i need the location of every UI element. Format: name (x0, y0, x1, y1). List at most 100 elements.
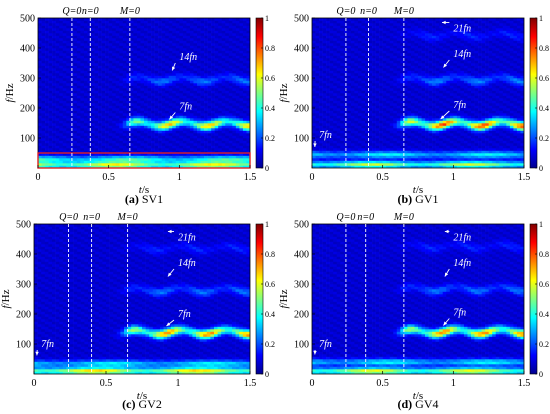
heatmap-cell (232, 105, 237, 109)
heatmap-cell (182, 158, 187, 161)
heatmap-cell (200, 143, 205, 146)
heatmap-cell (382, 88, 387, 91)
heatmap-cell (336, 153, 341, 156)
heatmap-cell (80, 88, 85, 91)
heatmap-cell (242, 60, 247, 64)
heatmap-cell (182, 123, 187, 126)
heatmap-cell (225, 150, 230, 154)
x-tick-label: 0 (36, 172, 41, 183)
heatmap-cell (336, 143, 341, 146)
heatmap-cell (41, 145, 46, 149)
heatmap-cell (221, 63, 226, 66)
heatmap-cell (112, 70, 117, 74)
heatmap-cell (52, 130, 56, 134)
heatmap-cell (55, 100, 60, 104)
heatmap-cell (62, 50, 67, 54)
heatmap-cell (101, 100, 106, 104)
heatmap-cell (175, 120, 180, 124)
heatmap-cell (179, 63, 184, 66)
heatmap-cell (175, 20, 180, 24)
heatmap-cell (368, 58, 373, 61)
heatmap-cell (372, 158, 376, 161)
heatmap-cell (161, 148, 166, 151)
heatmap-cell (52, 160, 56, 164)
heatmap-cell (347, 48, 352, 51)
heatmap-cell (189, 50, 194, 54)
heatmap-cell (112, 128, 117, 131)
heatmap-cell (45, 98, 49, 101)
heatmap-cell (126, 143, 131, 146)
heatmap-cell (133, 33, 138, 36)
heatmap-cell (200, 108, 205, 111)
heatmap-cell (326, 158, 330, 161)
heatmap-cell (158, 105, 162, 109)
heatmap-cell (333, 105, 338, 109)
heatmap-cell (62, 155, 67, 159)
heatmap-cell (168, 78, 173, 81)
heatmap-cell (122, 153, 127, 156)
heatmap-cell (140, 118, 145, 121)
heatmap-cell (379, 138, 383, 141)
heatmap-cell (197, 43, 201, 46)
heatmap-cell (87, 120, 92, 124)
heatmap-cell (87, 165, 92, 168)
heatmap-cell (115, 113, 120, 116)
heatmap-cell (175, 28, 180, 31)
heatmap-cell (179, 110, 184, 114)
heatmap-cell (315, 130, 320, 134)
heatmap-cell (319, 58, 323, 61)
heatmap-cell (361, 123, 366, 126)
heatmap-cell (322, 133, 327, 136)
heatmap-cell (368, 23, 373, 26)
heatmap-cell (372, 150, 376, 154)
heatmap-cell (179, 25, 184, 29)
heatmap-cell (221, 35, 226, 39)
heatmap-cell (62, 158, 67, 161)
heatmap-cell (115, 88, 120, 91)
heatmap-cell (48, 115, 53, 119)
heatmap-cell (91, 30, 95, 34)
heatmap-cell (38, 78, 42, 81)
heatmap-cell (158, 55, 162, 59)
heatmap-cell (112, 135, 117, 139)
heatmap-cell (73, 85, 78, 89)
heatmap-cell (144, 73, 148, 76)
heatmap-cell (326, 85, 330, 89)
heatmap-cell (76, 130, 81, 134)
heatmap-cell (204, 98, 208, 101)
heatmap-cell (312, 80, 316, 84)
heatmap-cell (386, 115, 391, 119)
heatmap-cell (175, 90, 180, 94)
heatmap-cell (165, 63, 170, 66)
heatmap-cell (80, 125, 85, 129)
heatmap-cell (73, 100, 78, 104)
heatmap-cell (312, 123, 316, 126)
heatmap-cell (357, 125, 362, 129)
heatmap-cell (315, 148, 320, 151)
heatmap-cell (66, 90, 71, 94)
heatmap-cell (382, 48, 387, 51)
heatmap-cell (211, 85, 215, 89)
heatmap-cell (108, 118, 113, 121)
heatmap-cell (343, 100, 348, 104)
heatmap-cell (329, 93, 334, 96)
heatmap-cell (83, 30, 88, 34)
heatmap-cell (80, 30, 85, 34)
heatmap-cell (94, 63, 99, 66)
heatmap-cell (221, 25, 226, 29)
heatmap-cell (189, 100, 194, 104)
heatmap-cell (122, 150, 127, 154)
heatmap-cell (136, 33, 141, 36)
heatmap-cell (165, 68, 170, 71)
heatmap-cell (319, 108, 323, 111)
heatmap-cell (372, 135, 376, 139)
heatmap-cell (182, 148, 187, 151)
heatmap-cell (83, 75, 88, 79)
heatmap-cell (140, 128, 145, 131)
heatmap-cell (161, 83, 166, 86)
heatmap-cell (319, 55, 323, 59)
heatmap-cell (122, 115, 127, 119)
heatmap-cell (375, 148, 380, 151)
heatmap-cell (154, 103, 159, 106)
heatmap-cell (112, 73, 117, 76)
